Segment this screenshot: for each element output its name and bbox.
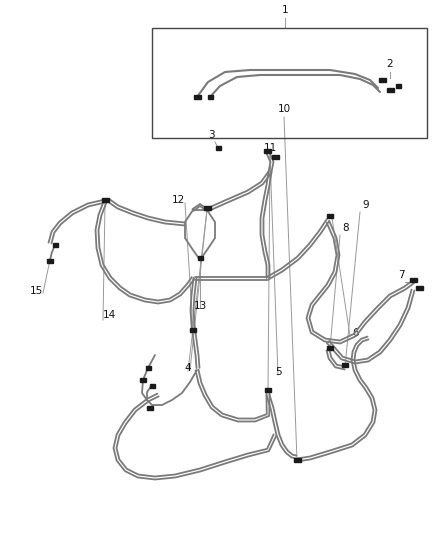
Bar: [152, 28, 427, 138]
Text: 13: 13: [193, 301, 207, 311]
Text: 2: 2: [387, 59, 393, 69]
Bar: [53, 243, 57, 247]
Bar: [102, 198, 109, 203]
Bar: [147, 406, 153, 410]
Bar: [327, 214, 333, 218]
Text: 6: 6: [352, 328, 359, 338]
Text: 5: 5: [275, 367, 281, 377]
Text: 15: 15: [30, 286, 43, 296]
Bar: [204, 206, 211, 211]
Text: 1: 1: [282, 5, 288, 15]
Bar: [386, 87, 393, 92]
Bar: [342, 363, 348, 367]
Text: 4: 4: [185, 363, 191, 373]
Bar: [145, 366, 151, 370]
Bar: [190, 328, 196, 332]
Text: 9: 9: [362, 200, 369, 210]
Bar: [265, 388, 271, 392]
Bar: [149, 384, 155, 387]
Bar: [198, 256, 202, 260]
Bar: [208, 95, 212, 99]
Bar: [416, 286, 423, 290]
Text: 7: 7: [399, 270, 405, 280]
Bar: [293, 457, 300, 463]
Bar: [47, 259, 53, 263]
Text: 12: 12: [172, 195, 185, 205]
Bar: [410, 278, 417, 282]
Bar: [194, 94, 201, 100]
Bar: [396, 84, 400, 88]
Bar: [264, 149, 271, 154]
Text: 14: 14: [103, 310, 116, 320]
Bar: [272, 155, 279, 159]
Text: 11: 11: [263, 143, 277, 153]
Text: 10: 10: [277, 104, 290, 114]
Bar: [140, 378, 146, 382]
Bar: [378, 77, 385, 83]
Bar: [327, 346, 333, 350]
Text: 8: 8: [342, 223, 349, 233]
Text: 3: 3: [208, 130, 215, 140]
Bar: [215, 146, 220, 150]
